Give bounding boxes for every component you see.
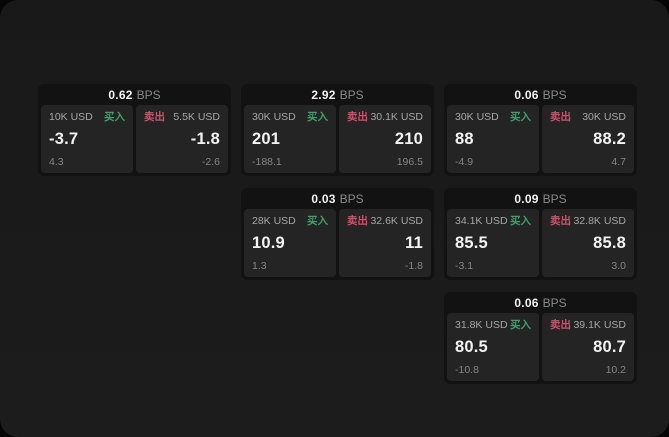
sell-panel[interactable]: 卖出 39.1K USD 80.7 10.2 — [542, 313, 634, 381]
sell-label: 卖出 — [550, 215, 571, 227]
quote-card-body: 30K USD 买入 201 -188.1 卖出 30.1K USD 210 1… — [241, 105, 434, 176]
bps-value: 0.62 — [108, 87, 133, 102]
sell-amount: 5.5K USD — [173, 111, 220, 123]
buy-price: 201 — [252, 130, 281, 148]
buy-amount: 30K USD — [455, 111, 499, 123]
quote-card-6: 0.06 BPS 31.8K USD 买入 80.5 -10.8 卖出 39.1… — [444, 292, 637, 384]
sell-panel[interactable]: 卖出 32.6K USD 11 -1.8 — [339, 209, 431, 277]
sell-panel[interactable]: 卖出 5.5K USD -1.8 -2.6 — [136, 105, 228, 173]
quote-card-3: 0.06 BPS 30K USD 买入 88 -4.9 卖出 30K USD — [444, 84, 637, 176]
buy-label: 买入 — [510, 319, 531, 331]
sell-price: 85.8 — [593, 234, 626, 252]
buy-price: 10.9 — [252, 234, 285, 252]
buy-label: 买入 — [510, 111, 531, 123]
buy-panel[interactable]: 34.1K USD 买入 85.5 -3.1 — [447, 209, 539, 277]
buy-price: 80.5 — [455, 338, 488, 356]
bps-value: 0.09 — [514, 191, 539, 206]
sell-amount: 32.8K USD — [573, 215, 626, 227]
sell-panel[interactable]: 卖出 30K USD 88.2 4.7 — [542, 105, 634, 173]
buy-delta: -188.1 — [252, 156, 282, 168]
buy-amount: 30K USD — [252, 111, 296, 123]
sell-amount: 39.1K USD — [573, 319, 626, 331]
sell-delta: 10.2 — [605, 364, 626, 376]
sell-delta: 196.5 — [396, 156, 423, 168]
bps-header: 0.09 BPS — [444, 188, 637, 209]
buy-price: 85.5 — [455, 234, 488, 252]
sell-amount: 30.1K USD — [370, 111, 423, 123]
buy-amount: 34.1K USD — [455, 215, 508, 227]
bps-unit-label: BPS — [542, 87, 567, 102]
sell-label: 卖出 — [550, 111, 571, 123]
sell-amount: 32.6K USD — [370, 215, 423, 227]
bps-header: 0.06 BPS — [444, 84, 637, 105]
bps-unit-label: BPS — [542, 191, 567, 206]
buy-panel[interactable]: 10K USD 买入 -3.7 4.3 — [41, 105, 133, 173]
bps-header: 2.92 BPS — [241, 84, 434, 105]
quote-card-5: 0.09 BPS 34.1K USD 买入 85.5 -3.1 卖出 32.8K… — [444, 188, 637, 280]
bps-header: 0.03 BPS — [241, 188, 434, 209]
bps-value: 0.06 — [514, 295, 539, 310]
buy-label: 买入 — [307, 111, 328, 123]
bps-unit-label: BPS — [542, 295, 567, 310]
buy-price: -3.7 — [49, 130, 79, 148]
quote-card-body: 31.8K USD 买入 80.5 -10.8 卖出 39.1K USD 80.… — [444, 313, 637, 384]
buy-delta: -3.1 — [455, 260, 474, 272]
sell-price: 11 — [405, 234, 423, 252]
buy-panel[interactable]: 30K USD 买入 88 -4.9 — [447, 105, 539, 173]
sell-label: 卖出 — [144, 111, 165, 123]
sell-price: 88.2 — [593, 130, 626, 148]
sell-label: 卖出 — [347, 111, 368, 123]
buy-delta: 1.3 — [252, 260, 267, 272]
sell-price: 210 — [394, 130, 423, 148]
buy-delta: 4.3 — [49, 156, 64, 168]
sell-price: -1.8 — [190, 130, 220, 148]
bps-unit-label: BPS — [339, 87, 364, 102]
sell-label: 卖出 — [550, 319, 571, 331]
quote-card-4: 0.03 BPS 28K USD 买入 10.9 1.3 卖出 32.6K US… — [241, 188, 434, 280]
buy-amount: 28K USD — [252, 215, 296, 227]
sell-label: 卖出 — [347, 215, 368, 227]
sell-panel[interactable]: 卖出 32.8K USD 85.8 3.0 — [542, 209, 634, 277]
sell-panel[interactable]: 卖出 30.1K USD 210 196.5 — [339, 105, 431, 173]
buy-label: 买入 — [510, 215, 531, 227]
quote-card-body: 28K USD 买入 10.9 1.3 卖出 32.6K USD 11 -1.8 — [241, 209, 434, 280]
quote-card-body: 10K USD 买入 -3.7 4.3 卖出 5.5K USD -1.8 -2.… — [38, 105, 231, 176]
bps-unit-label: BPS — [136, 87, 161, 102]
buy-label: 买入 — [307, 215, 328, 227]
quote-card-2: 2.92 BPS 30K USD 买入 201 -188.1 卖出 30.1K … — [241, 84, 434, 176]
sell-delta: 3.0 — [611, 260, 626, 272]
buy-delta: -4.9 — [455, 156, 474, 168]
quote-card-body: 34.1K USD 买入 85.5 -3.1 卖出 32.8K USD 85.8… — [444, 209, 637, 280]
bps-header: 0.62 BPS — [38, 84, 231, 105]
buy-delta: -10.8 — [455, 364, 479, 376]
buy-label: 买入 — [104, 111, 125, 123]
bps-unit-label: BPS — [339, 191, 364, 206]
quote-card-1: 0.62 BPS 10K USD 买入 -3.7 4.3 卖出 5.5K USD — [38, 84, 231, 176]
buy-panel[interactable]: 30K USD 买入 201 -188.1 — [244, 105, 336, 173]
buy-price: 88 — [455, 130, 474, 148]
buy-panel[interactable]: 28K USD 买入 10.9 1.3 — [244, 209, 336, 277]
sell-delta: -1.8 — [404, 260, 423, 272]
bps-value: 0.03 — [311, 191, 336, 206]
buy-panel[interactable]: 31.8K USD 买入 80.5 -10.8 — [447, 313, 539, 381]
sell-price: 80.7 — [593, 338, 626, 356]
bps-header: 0.06 BPS — [444, 292, 637, 313]
sell-delta: 4.7 — [611, 156, 626, 168]
bps-value: 0.06 — [514, 87, 539, 102]
buy-amount: 31.8K USD — [455, 319, 508, 331]
sell-delta: -2.6 — [201, 156, 220, 168]
quote-card-body: 30K USD 买入 88 -4.9 卖出 30K USD 88.2 4.7 — [444, 105, 637, 176]
sell-amount: 30K USD — [582, 111, 626, 123]
buy-amount: 10K USD — [49, 111, 93, 123]
bps-value: 2.92 — [311, 87, 336, 102]
